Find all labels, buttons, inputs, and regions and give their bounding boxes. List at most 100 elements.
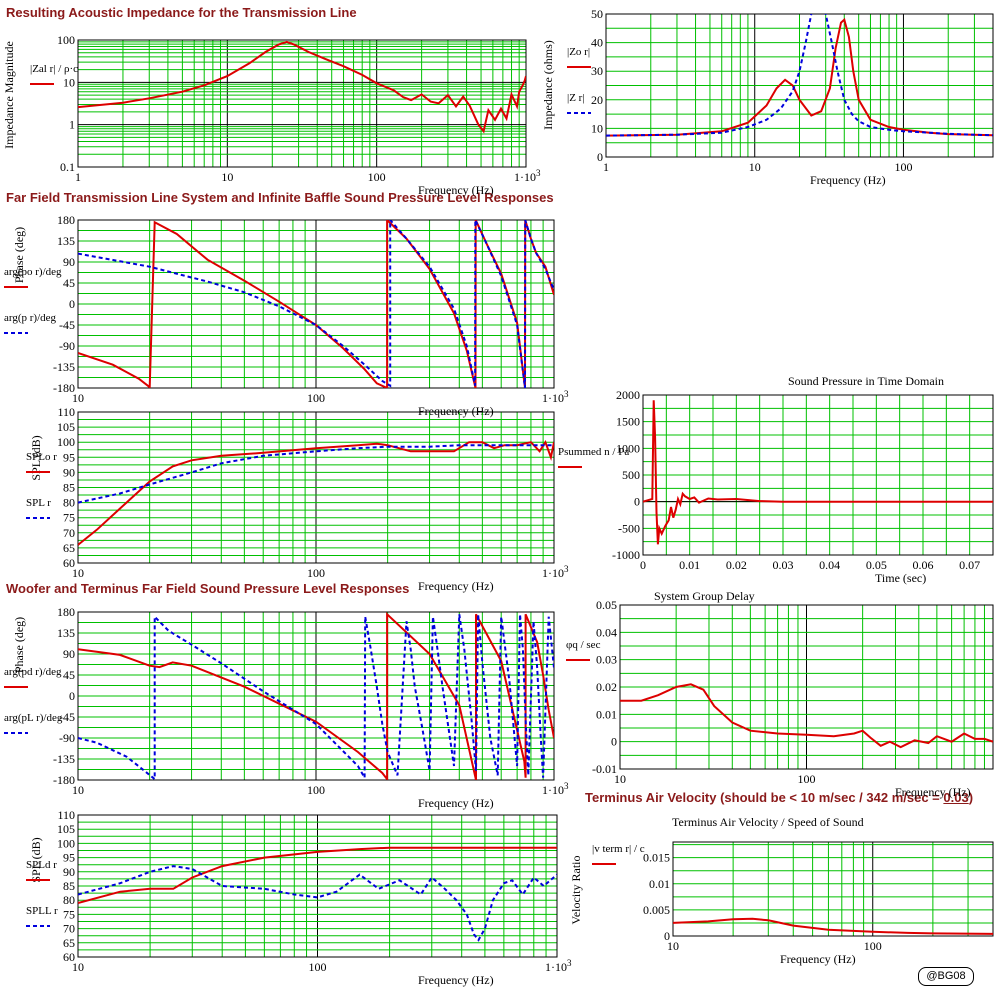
time-domain-title: Sound Pressure in Time Domain: [788, 374, 945, 388]
y-tick-label: -180: [53, 773, 75, 787]
plot-frame: [77, 611, 555, 781]
y-tick-label: 90: [63, 255, 75, 269]
series-line-2: [78, 614, 554, 780]
y-tick-label: -1000: [612, 548, 640, 562]
y-axis-label: Impedance Magnitude: [2, 41, 16, 149]
legend-label-2: |Z r|: [567, 92, 585, 104]
x-tick-label: 10: [72, 391, 84, 405]
x-tick-label: 100: [894, 160, 912, 174]
y-tick-label: 75: [63, 907, 75, 921]
chart-impedance_ohms: 1 10 100 0 10 20 30 40 50 Frequency (Hz) Impedance…: [541, 7, 994, 187]
x-tick-label: 10: [749, 160, 761, 174]
series-line-2: [78, 865, 557, 942]
y-tick-label: -135: [53, 752, 75, 766]
legend-label-1: Psummed n / Pa: [558, 446, 629, 458]
group-delay-title: System Group Delay: [654, 589, 755, 603]
y-tick-label: 0.01: [596, 707, 617, 721]
y-tick-label: -90: [59, 339, 75, 353]
x-tick-label: 100: [307, 391, 325, 405]
x-tick-label: 0.01: [679, 558, 700, 572]
x-tick-label: 100: [307, 783, 325, 797]
x-tick-label: 0.04: [819, 558, 840, 572]
y-tick-label: 95: [63, 851, 75, 865]
x-axis-label: Frequency (Hz): [418, 973, 494, 987]
x-axis-label: Frequency (Hz): [780, 952, 856, 966]
x-tick-label: 10: [72, 960, 84, 974]
y-tick-label: 1000: [616, 441, 640, 455]
x-axis-label: Frequency (Hz): [418, 404, 494, 418]
woofer-section-title: Woofer and Terminus Far Field Sound Pres…: [6, 581, 410, 596]
terminus-title-end: ): [968, 790, 974, 805]
series-line-1: [606, 17, 993, 137]
y-tick-label: 0.005: [643, 903, 670, 917]
y-tick-label: 20: [591, 93, 603, 107]
x-axis-label: Frequency (Hz): [418, 796, 494, 810]
series-line-1: [78, 40, 526, 134]
x-tick-label: 0.06: [913, 558, 934, 572]
y-tick-label: 0.1: [60, 160, 75, 174]
y-tick-label: 40: [591, 36, 603, 50]
x-tick-label: 1·103: [545, 958, 572, 974]
legend-label-1: arg(po r)/deg: [4, 266, 62, 278]
legend-label-1: |v term r| / c: [592, 843, 645, 855]
y-tick-label: 45: [63, 276, 75, 290]
y-axis-label: SPL (dB): [29, 435, 43, 480]
chart-tl_phase: 10 100 1·103 180 135 90 45 0 -45 -90 -135 -180 Frequ…: [4, 213, 569, 418]
x-tick-label: 10: [667, 939, 679, 953]
terminus-subtitle: Terminus Air Velocity / Speed of Sound: [672, 815, 864, 829]
legend-label-1: arg(pd r)/deg: [4, 666, 62, 678]
x-tick-label: 10: [221, 170, 233, 184]
x-tick-label: 0.07: [959, 558, 980, 572]
y-tick-label: -0.01: [592, 762, 617, 776]
x-tick-label: 10: [72, 566, 84, 580]
legend-label-1: SPLd r: [26, 859, 57, 871]
y-tick-label: 80: [63, 496, 75, 510]
y-tick-label: 75: [63, 511, 75, 525]
y-axis-label: Impedance (ohms): [541, 40, 555, 130]
y-tick-label: 70: [63, 922, 75, 936]
y-tick-label: 90: [63, 465, 75, 479]
x-tick-label: 100: [368, 170, 386, 184]
series-line-1: [620, 683, 993, 749]
x-tick-label: 1: [75, 170, 81, 184]
far-field-section-title: Far Field Transmission Line System and I…: [6, 190, 554, 205]
x-tick-label: 0: [640, 558, 646, 572]
y-tick-label: 0: [634, 495, 640, 509]
y-tick-label: 0.03: [596, 653, 617, 667]
x-tick-label: 100: [798, 772, 816, 786]
series-line-2: [606, 14, 993, 137]
x-tick-label: 1·103: [542, 389, 569, 405]
y-tick-label: 500: [622, 468, 640, 482]
series-line-1: [673, 917, 993, 935]
y-axis-label: Phase (deg): [12, 227, 26, 283]
plot-frame: [672, 841, 994, 937]
y-tick-label: 65: [63, 541, 75, 555]
x-tick-label: 0.03: [773, 558, 794, 572]
legend-label-2: arg(pL r)/deg: [4, 712, 63, 724]
y-tick-label: 180: [57, 605, 75, 619]
legend-label-1: |Zo r|: [567, 46, 590, 58]
y-tick-label: 60: [63, 556, 75, 570]
y-tick-label: 50: [591, 7, 603, 21]
y-tick-label: 105: [57, 822, 75, 836]
y-tick-label: 0.05: [596, 598, 617, 612]
legend-label-2: SPL r: [26, 497, 51, 509]
x-tick-label: 100: [309, 960, 327, 974]
y-tick-label: 110: [57, 405, 75, 419]
y-tick-label: 45: [63, 668, 75, 682]
chart-tl_spl: 10 100 1·1036065707580859095100105110Frequ…: [26, 405, 569, 593]
x-axis-label: Frequency (Hz): [895, 785, 971, 799]
series-line-2: [78, 444, 554, 504]
y-tick-label: 85: [63, 481, 75, 495]
y-tick-label: 10: [63, 75, 75, 89]
y-axis-label: Velocity Ratio: [569, 856, 583, 925]
legend-label-1: φq / sec: [566, 639, 601, 651]
y-axis-label: SPL (dB): [29, 837, 43, 882]
y-tick-label: 1: [69, 118, 75, 132]
terminus-section-title: Terminus Air Velocity (should be < 10 m/…: [585, 790, 973, 805]
y-tick-label: -45: [59, 710, 75, 724]
x-axis-label: Time (sec): [875, 571, 926, 585]
terminus-title-value: 0.03: [943, 790, 969, 805]
terminus-title-text: Terminus Air Velocity (should be < 10 m/…: [585, 790, 944, 805]
